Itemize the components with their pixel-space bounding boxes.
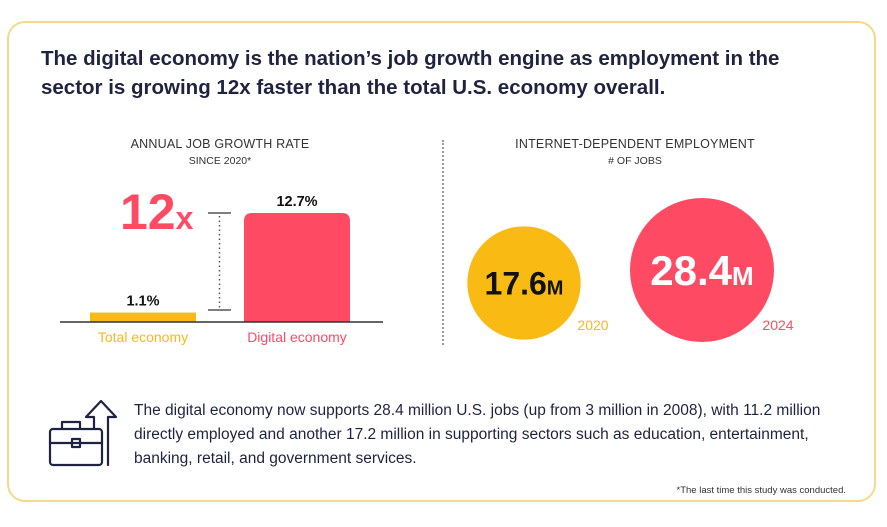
left-panel-subtitle: SINCE 2020* <box>188 155 252 167</box>
bar-value-label-digital-economy: 12.7% <box>276 194 317 210</box>
multiplier-suffix: x <box>176 200 194 236</box>
panel-divider <box>442 140 444 345</box>
bubble-value-label-2020: 17.6M <box>485 266 564 302</box>
briefcase-growth-icon <box>46 395 120 471</box>
bubble-value-unit: M <box>732 261 754 291</box>
headline: The digital economy is the nation’s job … <box>41 47 780 99</box>
bubble-value-label-2024: 28.4M <box>650 247 753 294</box>
category-label-total-economy: Total economy <box>98 329 188 345</box>
left-panel-title: ANNUAL JOB GROWTH RATE <box>130 137 310 151</box>
body-text: The digital economy now supports 28.4 mi… <box>134 402 821 467</box>
bubble-year-label-2020: 2020 <box>577 317 608 333</box>
right-panel-title: INTERNET-DEPENDENT EMPLOYMENT <box>515 137 755 151</box>
bubble-year-label-2024: 2024 <box>762 317 793 333</box>
bubble-value-number: 17.6 <box>485 266 547 302</box>
bubble-2020 <box>467 226 581 340</box>
right-panel-subtitle: # OF JOBS <box>608 155 662 167</box>
bubble-value-unit: M <box>547 278 564 300</box>
footnote: *The last time this study was conducted. <box>676 485 847 496</box>
bubble-value-number: 28.4 <box>650 247 732 294</box>
bar-total-economy <box>90 312 196 322</box>
bar-value-label-total-economy: 1.1% <box>126 294 159 310</box>
bar-digital-economy <box>244 213 350 322</box>
multiplier-annotation: 12x <box>120 184 194 240</box>
card-frame <box>7 21 876 502</box>
category-label-digital-economy: Digital economy <box>247 329 347 345</box>
bubble-2024 <box>630 198 774 342</box>
multiplier-number: 12 <box>120 184 176 240</box>
